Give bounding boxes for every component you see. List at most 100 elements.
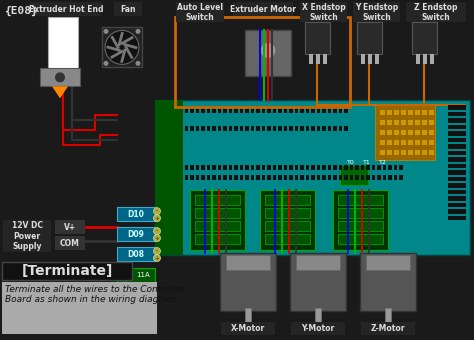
- Bar: [117, 227, 155, 241]
- Bar: [251, 126, 255, 131]
- Bar: [175, 17, 350, 107]
- Bar: [415, 130, 420, 135]
- Bar: [233, 2, 293, 16]
- Bar: [40, 68, 80, 86]
- Bar: [279, 108, 282, 113]
- Bar: [339, 165, 343, 170]
- Circle shape: [55, 72, 65, 82]
- Bar: [218, 126, 221, 131]
- Bar: [415, 150, 420, 155]
- Bar: [229, 175, 233, 180]
- Bar: [117, 207, 155, 221]
- Text: Extruder Hot End: Extruder Hot End: [29, 5, 103, 14]
- Bar: [429, 130, 434, 135]
- Bar: [306, 126, 310, 131]
- Bar: [339, 175, 343, 180]
- Bar: [429, 120, 434, 125]
- Bar: [448, 105, 466, 110]
- Bar: [295, 175, 299, 180]
- Bar: [389, 165, 392, 170]
- Bar: [361, 165, 365, 170]
- Bar: [260, 190, 315, 250]
- Bar: [448, 125, 466, 129]
- Bar: [334, 175, 337, 180]
- Bar: [3, 220, 51, 252]
- Bar: [290, 175, 293, 180]
- Bar: [273, 165, 276, 170]
- Bar: [251, 165, 255, 170]
- Text: -: -: [123, 276, 127, 286]
- Bar: [448, 196, 466, 201]
- Bar: [185, 175, 189, 180]
- Bar: [328, 175, 331, 180]
- Bar: [350, 175, 354, 180]
- Bar: [284, 175, 288, 180]
- Circle shape: [260, 42, 276, 58]
- Bar: [309, 54, 313, 64]
- Bar: [380, 130, 385, 135]
- Bar: [416, 54, 420, 64]
- Bar: [251, 108, 255, 113]
- Bar: [191, 108, 194, 113]
- Bar: [408, 130, 413, 135]
- Bar: [224, 126, 227, 131]
- Polygon shape: [52, 86, 68, 98]
- Bar: [389, 175, 392, 180]
- Bar: [423, 54, 427, 64]
- Bar: [2, 282, 157, 334]
- Bar: [412, 22, 437, 54]
- Bar: [218, 165, 221, 170]
- Bar: [339, 126, 343, 131]
- Bar: [401, 110, 406, 115]
- Text: 11A: 11A: [136, 272, 150, 278]
- Bar: [422, 140, 427, 145]
- Bar: [338, 195, 383, 205]
- Bar: [317, 108, 320, 113]
- Bar: [235, 165, 238, 170]
- Bar: [176, 2, 224, 22]
- Bar: [212, 108, 216, 113]
- Bar: [345, 175, 348, 180]
- Bar: [415, 140, 420, 145]
- Bar: [290, 165, 293, 170]
- Bar: [290, 126, 293, 131]
- Bar: [408, 150, 413, 155]
- Bar: [301, 126, 304, 131]
- Text: Y Endstop
Switch: Y Endstop Switch: [355, 3, 398, 22]
- Bar: [256, 165, 260, 170]
- Circle shape: [154, 248, 161, 255]
- Bar: [340, 165, 368, 185]
- Circle shape: [154, 228, 161, 235]
- Circle shape: [154, 215, 161, 222]
- Bar: [229, 126, 233, 131]
- Bar: [290, 253, 346, 311]
- Bar: [220, 253, 276, 311]
- Bar: [295, 108, 299, 113]
- Text: T0: T0: [347, 160, 355, 165]
- Bar: [401, 120, 406, 125]
- Text: [Terminate]: [Terminate]: [21, 264, 113, 278]
- Bar: [295, 126, 299, 131]
- Bar: [284, 126, 288, 131]
- Bar: [387, 150, 392, 155]
- Bar: [262, 175, 265, 180]
- Bar: [353, 2, 400, 22]
- Bar: [279, 175, 282, 180]
- Text: +: +: [155, 256, 159, 261]
- Bar: [195, 195, 240, 205]
- Bar: [306, 108, 310, 113]
- Bar: [387, 110, 392, 115]
- Bar: [117, 247, 155, 261]
- Bar: [360, 253, 416, 311]
- Text: COM: COM: [60, 239, 80, 248]
- Bar: [328, 165, 331, 170]
- Bar: [383, 165, 386, 170]
- Bar: [207, 165, 210, 170]
- Bar: [429, 140, 434, 145]
- Bar: [279, 165, 282, 170]
- Bar: [284, 108, 288, 113]
- Bar: [196, 126, 200, 131]
- Bar: [117, 268, 155, 296]
- Bar: [267, 126, 271, 131]
- Bar: [262, 165, 265, 170]
